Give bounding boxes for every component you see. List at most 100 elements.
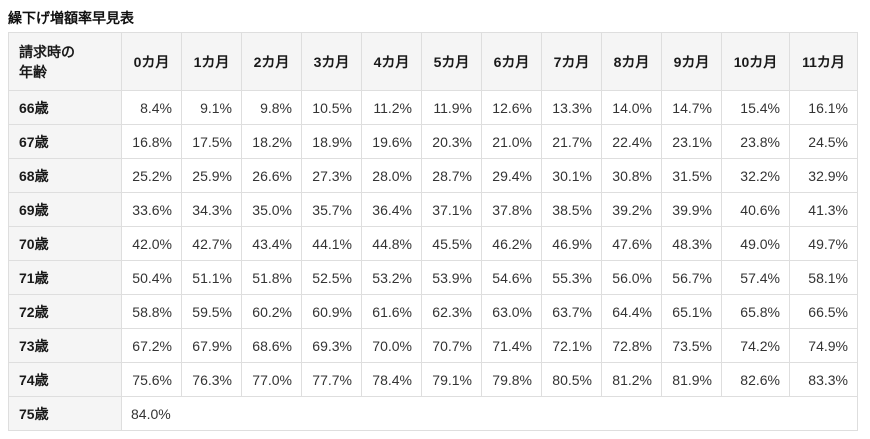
rate-cell: 44.1% bbox=[301, 226, 362, 261]
rate-cell: 63.0% bbox=[481, 294, 542, 329]
table-header-row: 請求時の 年齢 0カ月 1カ月 2カ月 3カ月 4カ月 5カ月 6カ月 7カ月 8カ月 9カ月 10… bbox=[8, 32, 858, 91]
rate-cell: 29.4% bbox=[481, 158, 542, 193]
rate-cell: 13.3% bbox=[541, 90, 602, 125]
table-row: 72歳 58.8% 59.5% 60.2% 60.9% 61.6% 62.3% 63.0% 63… bbox=[8, 294, 858, 329]
rate-cell: 53.9% bbox=[421, 260, 482, 295]
rate-cell: 19.6% bbox=[361, 124, 422, 159]
rate-cell: 30.1% bbox=[541, 158, 602, 193]
month-column-header: 9カ月 bbox=[661, 32, 722, 91]
rate-cell: 16.8% bbox=[121, 124, 182, 159]
rate-cell: 18.2% bbox=[241, 124, 302, 159]
rate-cell: 21.7% bbox=[541, 124, 602, 159]
rate-cell: 68.6% bbox=[241, 328, 302, 363]
rate-cell: 79.1% bbox=[421, 362, 482, 397]
rate-cell: 44.8% bbox=[361, 226, 422, 261]
table-body: 66歳 8.4% 9.1% 9.8% 10.5% 11.2% 11.9% 12.6% 13.3%… bbox=[8, 90, 858, 431]
rate-cell: 80.5% bbox=[541, 362, 602, 397]
row-header-age: 75歳 bbox=[8, 396, 122, 431]
rate-cell: 84.0% bbox=[121, 396, 858, 431]
rate-cell: 35.7% bbox=[301, 192, 362, 227]
rate-cell: 36.4% bbox=[361, 192, 422, 227]
table-row: 67歳 16.8% 17.5% 18.2% 18.9% 19.6% 20.3% 21.0% 21… bbox=[8, 124, 858, 159]
rate-cell: 76.3% bbox=[181, 362, 242, 397]
rate-cell: 74.2% bbox=[721, 328, 790, 363]
rate-cell: 25.2% bbox=[121, 158, 182, 193]
rate-cell: 45.5% bbox=[421, 226, 482, 261]
rate-cell: 46.9% bbox=[541, 226, 602, 261]
rate-cell: 78.4% bbox=[361, 362, 422, 397]
table-row: 75歳 84.0% bbox=[8, 396, 858, 431]
rate-cell: 59.5% bbox=[181, 294, 242, 329]
row-header-age: 70歳 bbox=[8, 226, 122, 261]
rate-cell: 26.6% bbox=[241, 158, 302, 193]
month-column-header: 7カ月 bbox=[541, 32, 602, 91]
rate-cell: 43.4% bbox=[241, 226, 302, 261]
rate-cell: 47.6% bbox=[601, 226, 662, 261]
row-header-age: 69歳 bbox=[8, 192, 122, 227]
rate-cell: 16.1% bbox=[789, 90, 858, 125]
rate-cell: 63.7% bbox=[541, 294, 602, 329]
rate-cell: 83.3% bbox=[789, 362, 858, 397]
rate-cell: 39.2% bbox=[601, 192, 662, 227]
rate-cell: 42.0% bbox=[121, 226, 182, 261]
table-row: 71歳 50.4% 51.1% 51.8% 52.5% 53.2% 53.9% 54.6% 55… bbox=[8, 260, 858, 295]
month-column-header: 10カ月 bbox=[721, 32, 790, 91]
rate-cell: 17.5% bbox=[181, 124, 242, 159]
rate-cell: 23.1% bbox=[661, 124, 722, 159]
rate-cell: 60.2% bbox=[241, 294, 302, 329]
page: 繰下げ増額率早見表 請求時の 年齢 0カ月 1カ月 2カ月 3カ月 4カ月 5カ月 6カ月 7… bbox=[8, 10, 862, 431]
row-header-age: 67歳 bbox=[8, 124, 122, 159]
rate-cell: 65.8% bbox=[721, 294, 790, 329]
rate-cell: 79.8% bbox=[481, 362, 542, 397]
rate-cell: 41.3% bbox=[789, 192, 858, 227]
rate-cell: 52.5% bbox=[301, 260, 362, 295]
row-header-age: 74歳 bbox=[8, 362, 122, 397]
rate-cell: 58.8% bbox=[121, 294, 182, 329]
rate-cell: 30.8% bbox=[601, 158, 662, 193]
rate-cell: 49.0% bbox=[721, 226, 790, 261]
rate-cell: 61.6% bbox=[361, 294, 422, 329]
month-column-header: 5カ月 bbox=[421, 32, 482, 91]
rate-cell: 23.8% bbox=[721, 124, 790, 159]
rate-cell: 42.7% bbox=[181, 226, 242, 261]
rate-cell: 55.3% bbox=[541, 260, 602, 295]
row-header-age: 66歳 bbox=[8, 90, 122, 125]
rate-cell: 35.0% bbox=[241, 192, 302, 227]
rate-cell: 77.7% bbox=[301, 362, 362, 397]
table-row: 66歳 8.4% 9.1% 9.8% 10.5% 11.2% 11.9% 12.6% 13.3%… bbox=[8, 90, 858, 125]
rate-cell: 72.1% bbox=[541, 328, 602, 363]
rate-cell: 48.3% bbox=[661, 226, 722, 261]
rate-cell: 11.2% bbox=[361, 90, 422, 125]
rate-cell: 14.0% bbox=[601, 90, 662, 125]
rate-cell: 37.8% bbox=[481, 192, 542, 227]
rate-cell: 46.2% bbox=[481, 226, 542, 261]
rate-cell: 9.1% bbox=[181, 90, 242, 125]
rate-cell: 14.7% bbox=[661, 90, 722, 125]
rate-cell: 37.1% bbox=[421, 192, 482, 227]
rate-cell: 58.1% bbox=[789, 260, 858, 295]
rate-cell: 15.4% bbox=[721, 90, 790, 125]
month-column-header: 3カ月 bbox=[301, 32, 362, 91]
table-row: 69歳 33.6% 34.3% 35.0% 35.7% 36.4% 37.1% 37.8% 38… bbox=[8, 192, 858, 227]
rate-cell: 10.5% bbox=[301, 90, 362, 125]
rate-cell: 24.5% bbox=[789, 124, 858, 159]
page-title: 繰下げ増額率早見表 bbox=[8, 10, 134, 26]
rate-cell: 51.1% bbox=[181, 260, 242, 295]
rate-cell: 54.6% bbox=[481, 260, 542, 295]
rate-cell: 72.8% bbox=[601, 328, 662, 363]
rate-cell: 50.4% bbox=[121, 260, 182, 295]
rate-cell: 22.4% bbox=[601, 124, 662, 159]
row-header-age: 68歳 bbox=[8, 158, 122, 193]
rate-cell: 51.8% bbox=[241, 260, 302, 295]
rate-cell: 18.9% bbox=[301, 124, 362, 159]
rate-cell: 60.9% bbox=[301, 294, 362, 329]
rate-cell: 64.4% bbox=[601, 294, 662, 329]
rate-cell: 21.0% bbox=[481, 124, 542, 159]
corner-header-claim-age: 請求時の 年齢 bbox=[8, 32, 122, 91]
row-header-age: 73歳 bbox=[8, 328, 122, 363]
table-row: 70歳 42.0% 42.7% 43.4% 44.1% 44.8% 45.5% 46.2% 46… bbox=[8, 226, 858, 261]
rate-cell: 28.0% bbox=[361, 158, 422, 193]
rate-cell: 32.2% bbox=[721, 158, 790, 193]
rate-cell: 75.6% bbox=[121, 362, 182, 397]
rate-cell: 38.5% bbox=[541, 192, 602, 227]
